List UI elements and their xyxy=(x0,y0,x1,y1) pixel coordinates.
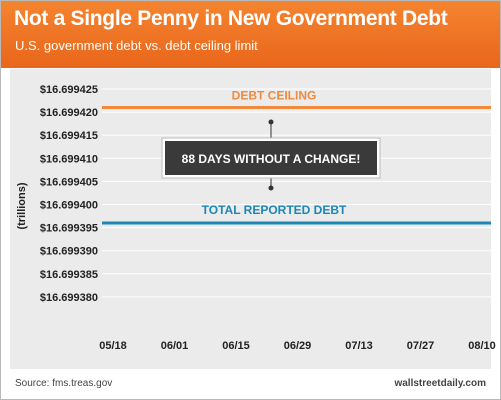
y-tick-label: $16.699400 xyxy=(40,200,98,212)
series-lines xyxy=(102,105,491,225)
y-axis-ticks: $16.699425 $16.699420 $16.699415 $16.699410… xyxy=(40,84,98,304)
x-tick-label: 08/10 xyxy=(468,340,496,352)
chart-title: Not a Single Penny in New Government Deb… xyxy=(14,7,448,30)
x-tick-label: 06/15 xyxy=(222,340,250,352)
chart-header: Not a Single Penny in New Government Deb… xyxy=(1,1,500,68)
callout: 88 DAYS WITHOUT A CHANGE! xyxy=(161,119,381,191)
debt-ceiling-label: DEBT CEILING xyxy=(232,88,317,102)
y-tick-label: $16.699390 xyxy=(40,246,98,258)
source-note: Source: fms.treas.gov xyxy=(15,378,113,389)
y-tick-label: $16.699395 xyxy=(40,223,98,235)
brand-name: wallstreetdaily.com xyxy=(394,378,486,389)
chart-subtitle: U.S. government debt vs. debt ceiling li… xyxy=(15,38,258,53)
callout-dot-bottom xyxy=(268,185,274,191)
total-debt-label: TOTAL REPORTED DEBT xyxy=(202,203,347,217)
grid-lines xyxy=(102,88,491,298)
series-labels: DEBT CEILING TOTAL REPORTED DEBT xyxy=(202,88,347,217)
callout-text: 88 DAYS WITHOUT A CHANGE! xyxy=(182,152,361,166)
y-tick-label: $16.699410 xyxy=(40,153,98,165)
x-tick-label: 05/18 xyxy=(99,340,127,352)
callout-box xyxy=(165,141,377,175)
x-tick-label: 06/01 xyxy=(161,340,189,352)
x-tick-label: 07/13 xyxy=(345,340,373,352)
y-tick-label: $16.699405 xyxy=(40,176,98,188)
x-axis-ticks: 05/18 06/01 06/15 06/29 07/13 07/27 08/10 xyxy=(99,340,496,352)
y-tick-label: $16.699425 xyxy=(40,84,98,96)
plot-area xyxy=(10,69,491,369)
y-tick-label: $16.699380 xyxy=(40,292,98,304)
y-tick-label: $16.699385 xyxy=(40,269,98,281)
y-tick-label: $16.699420 xyxy=(40,107,98,119)
x-tick-label: 06/29 xyxy=(284,340,312,352)
y-tick-label: $16.699415 xyxy=(40,130,98,142)
x-tick-label: 07/27 xyxy=(407,340,435,352)
y-axis-label: (trillions) xyxy=(16,182,28,229)
callout-dot-top xyxy=(268,119,274,125)
